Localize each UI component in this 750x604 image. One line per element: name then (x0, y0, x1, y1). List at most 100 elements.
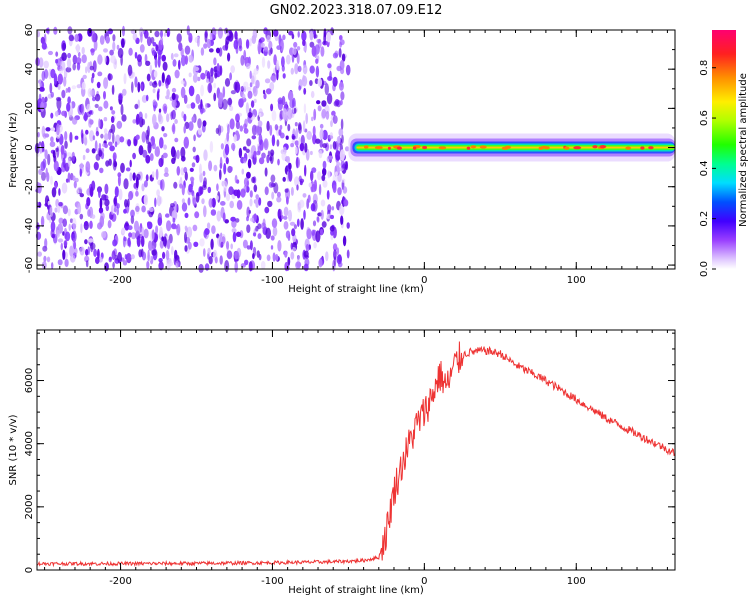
noise-speckle (235, 218, 240, 223)
noise-speckle (220, 201, 226, 206)
noise-speckle (171, 92, 176, 101)
noise-speckle (158, 258, 163, 263)
noise-speckle (63, 240, 68, 247)
noise-speckle (77, 51, 81, 58)
noise-speckle (141, 251, 147, 261)
signal-peak (501, 146, 509, 150)
noise-speckle (176, 33, 182, 43)
snr-series (36, 341, 676, 568)
noise-speckle (219, 156, 223, 169)
noise-speckle (46, 256, 51, 263)
noise-speckle (158, 157, 164, 168)
noise-speckle (76, 57, 82, 65)
signal-peak (364, 145, 369, 149)
noise-speckle (121, 114, 127, 122)
noise-speckle (216, 62, 220, 72)
noise-speckle (99, 167, 104, 174)
noise-speckle (134, 220, 139, 232)
noise-speckle (176, 166, 181, 176)
noise-speckle (303, 103, 307, 114)
noise-speckle (312, 220, 317, 227)
noise-speckle (111, 205, 114, 215)
noise-speckle (210, 238, 214, 250)
noise-speckle (315, 138, 321, 144)
noise-speckle (122, 88, 127, 96)
noise-speckle (272, 29, 279, 37)
noise-speckle (164, 167, 169, 175)
noise-speckle (287, 107, 293, 120)
noise-speckle (246, 171, 251, 179)
noise-speckle (332, 243, 338, 251)
noise-speckle (191, 116, 195, 123)
noise-speckle (153, 70, 158, 78)
noise-speckle (298, 124, 302, 134)
noise-speckle (165, 95, 170, 100)
noise-speckle (130, 215, 135, 225)
noise-speckle (208, 48, 214, 53)
noise-speckle (89, 220, 93, 229)
noise-speckle (247, 112, 253, 118)
noise-speckle (127, 225, 133, 231)
noise-speckle (159, 179, 163, 190)
colorbar-tick-label: 0.4 (699, 160, 710, 176)
noise-speckle (266, 254, 271, 262)
noise-speckle (108, 256, 112, 261)
noise-speckle (145, 94, 149, 102)
signal-peak (466, 146, 471, 150)
noise-speckle (128, 232, 133, 238)
noise-speckle (135, 190, 139, 197)
noise-speckle (330, 214, 334, 220)
noise-speckle (122, 260, 128, 266)
spectrogram-ticks: -200 -100 0 100 60 40 20 0 -20 -40 -60 (24, 24, 675, 286)
noise-speckle (286, 156, 291, 163)
noise-speckle (118, 92, 124, 100)
noise-speckle (92, 60, 97, 73)
noise-speckle (142, 149, 148, 158)
noise-speckle (43, 60, 49, 69)
noise-speckle (117, 251, 122, 264)
noise-speckle (287, 90, 294, 102)
noise-speckle (134, 103, 139, 110)
noise-speckle (276, 45, 282, 50)
noise-speckle (166, 89, 170, 98)
noise-speckle (204, 31, 208, 43)
noise-speckle (108, 73, 111, 81)
noise-speckle (301, 75, 308, 87)
noise-speckle (85, 129, 89, 135)
noise-speckle (258, 197, 262, 206)
noise-speckle (328, 135, 334, 140)
noise-speckle (84, 239, 88, 245)
noise-speckle (193, 241, 199, 247)
noise-speckle (151, 50, 157, 56)
noise-speckle (253, 184, 258, 193)
noise-speckle (233, 189, 239, 197)
noise-speckle (186, 104, 192, 109)
noise-speckle (245, 102, 249, 115)
noise-speckle (62, 218, 67, 227)
noise-speckle (315, 65, 320, 78)
noise-speckle (160, 36, 164, 46)
noise-speckle (155, 168, 159, 180)
noise-speckle (67, 96, 71, 104)
noise-speckle (246, 206, 250, 218)
signal-peak (592, 145, 598, 149)
noise-speckle (193, 199, 197, 205)
noise-speckle (304, 164, 307, 177)
noise-speckle (206, 38, 212, 49)
noise-speckle (258, 253, 262, 261)
noise-speckle (71, 85, 77, 90)
noise-speckle (203, 205, 207, 218)
noise-speckle (267, 150, 271, 157)
noise-speckle (297, 31, 300, 38)
noise-speckle (251, 176, 256, 183)
noise-speckle (303, 250, 309, 258)
noise-speckle (203, 43, 208, 49)
noise-speckle (220, 143, 224, 150)
noise-speckle (190, 102, 196, 109)
noise-speckle (277, 158, 280, 166)
noise-speckle (192, 224, 198, 232)
noise-speckle (323, 32, 327, 45)
noise-speckle (295, 127, 299, 140)
noise-speckle (103, 100, 109, 109)
noise-speckle (163, 32, 167, 37)
